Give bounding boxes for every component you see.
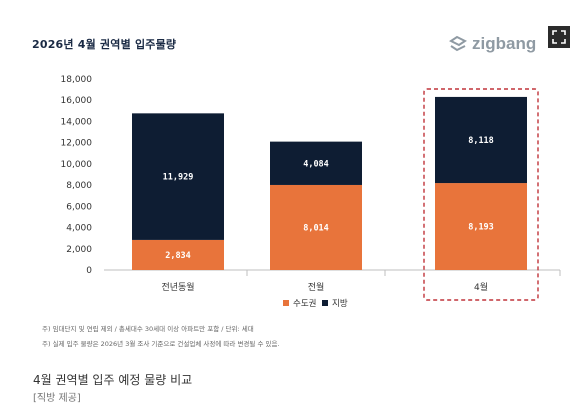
zigbang-logo-icon bbox=[449, 35, 467, 52]
data-label-metro: 8,014 bbox=[303, 223, 329, 233]
bar-segment-regional bbox=[270, 141, 362, 185]
stacked-bar-chart: 0 2,000 4,000 6,000 8,000 10,000 12,000 14,000 1… bbox=[61, 75, 561, 309]
data-label-metro: 2,834 bbox=[165, 251, 191, 261]
bar-segment-metro bbox=[132, 239, 224, 270]
legend-swatch-metro bbox=[283, 300, 289, 306]
chart-panel: 2026년 4월 권역별 입주물량 zigbang 0 2,000 4,000 6,0… bbox=[32, 26, 570, 348]
expand-button[interactable] bbox=[548, 26, 570, 48]
x-tick-label: 전년동월 bbox=[161, 281, 194, 293]
chart-title: 2026년 4월 권역별 입주물량 bbox=[32, 38, 177, 51]
y-tick-label: 16,000 bbox=[61, 96, 93, 106]
bar-segment-regional bbox=[435, 96, 527, 184]
expand-icon bbox=[552, 30, 566, 44]
image-caption: 4월 권역별 입주 예정 물량 비교 bbox=[33, 373, 193, 387]
bar-segment-metro bbox=[270, 184, 362, 270]
data-label-regional: 8,118 bbox=[468, 136, 494, 146]
y-tick-label: 2,000 bbox=[66, 245, 92, 255]
bar-segment-regional bbox=[132, 113, 224, 240]
footnote-1: 주) 임대단지 및 연립 제외 / 총세대수 30세대 이상 아파트만 포함 /… bbox=[42, 325, 254, 333]
y-tick-label: 18,000 bbox=[61, 75, 93, 85]
y-tick-label: 6,000 bbox=[66, 202, 92, 212]
legend-label-regional: 지방 bbox=[332, 298, 348, 309]
data-label-regional: 11,929 bbox=[163, 173, 194, 183]
data-label-metro: 8,193 bbox=[468, 223, 494, 233]
bar-segment-metro bbox=[435, 183, 527, 270]
y-tick-label: 4,000 bbox=[66, 224, 92, 234]
x-tick-label: 전월 bbox=[308, 281, 325, 293]
y-tick-label: 0 bbox=[86, 266, 92, 276]
brand-name: zigbang bbox=[472, 34, 537, 53]
y-tick-label: 14,000 bbox=[61, 117, 93, 127]
legend-label-metro: 수도권 bbox=[293, 298, 316, 309]
y-tick-label: 8,000 bbox=[66, 181, 92, 191]
data-label-regional: 4,084 bbox=[303, 159, 329, 169]
y-tick-label: 12,000 bbox=[61, 139, 93, 149]
x-tick-label: 4월 bbox=[474, 281, 488, 293]
legend-swatch-regional bbox=[322, 300, 328, 306]
photo-credit: [직방 제공] bbox=[33, 393, 81, 404]
y-tick-label: 10,000 bbox=[61, 160, 93, 170]
footnote-2: 주) 실제 입주 물량은 2026년 3월 조사 기준으로 건설업체 사정에 따… bbox=[42, 340, 280, 348]
brand-logo: zigbang bbox=[448, 34, 536, 54]
